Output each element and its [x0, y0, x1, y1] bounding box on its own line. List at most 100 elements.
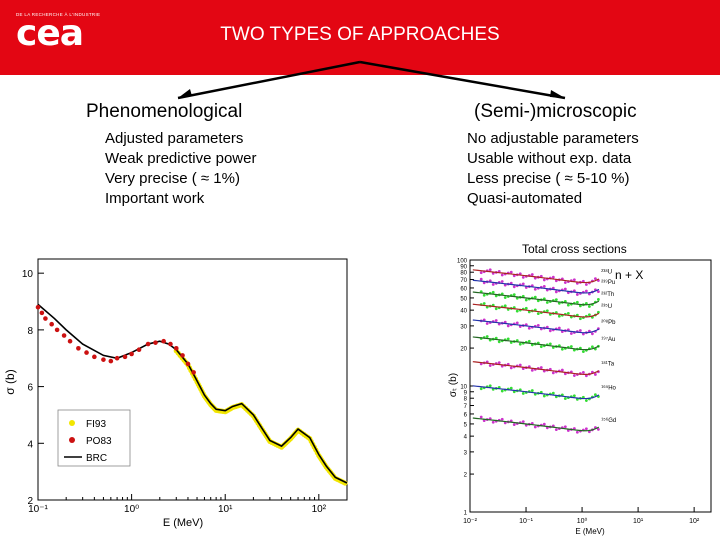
data-point — [497, 361, 501, 364]
data-point — [593, 277, 597, 281]
series-line — [472, 336, 600, 351]
branch-arrows — [177, 60, 566, 100]
right-arrowhead — [550, 90, 565, 98]
data-point — [593, 393, 597, 397]
data-point — [548, 342, 552, 346]
y-tick-label: 10 — [460, 385, 467, 391]
chart-caption: Total cross sections — [522, 242, 627, 256]
chart2-title: n + X — [615, 268, 643, 282]
data-point — [509, 366, 513, 370]
data-point — [587, 305, 591, 308]
left-arrow-line — [177, 60, 361, 100]
data-point — [545, 301, 549, 304]
po83-point — [43, 316, 48, 321]
data-point — [581, 371, 585, 374]
data-point — [542, 422, 546, 426]
data-point — [548, 329, 552, 333]
data-point — [575, 300, 579, 304]
chart1-legend: FI93 PO83 BRC — [57, 409, 131, 467]
po83-point — [173, 346, 179, 351]
list-item: Less precise ( ≈ 5-10 %) — [467, 170, 630, 187]
po83-point — [67, 338, 73, 344]
data-point — [533, 425, 537, 429]
data-point — [569, 345, 573, 348]
data-point — [539, 366, 543, 369]
x-tick-label: 10¹ — [218, 504, 233, 515]
po83-point — [185, 361, 191, 367]
po83-point — [161, 338, 166, 344]
data-point — [500, 389, 504, 393]
data-point — [590, 332, 594, 336]
x-tick-label: 10¹ — [633, 518, 644, 525]
data-point — [587, 313, 591, 317]
y-tick-label: 90 — [460, 264, 467, 270]
data-point — [596, 310, 600, 314]
po83-point — [84, 350, 89, 355]
data-point — [488, 364, 492, 367]
po83-point — [180, 353, 185, 358]
x-tick-label: 10² — [312, 504, 327, 515]
series-label: ¹⁸¹Ta — [601, 360, 615, 367]
series-line — [472, 417, 600, 432]
po83-point — [76, 346, 81, 351]
y-tick-label: 70 — [460, 278, 467, 284]
data-point — [536, 312, 540, 316]
data-point — [584, 289, 588, 293]
y-tick-label: 6 — [27, 383, 33, 394]
y-tick-label: 10 — [22, 269, 34, 280]
x-tick-label: 10² — [689, 518, 700, 525]
data-point — [557, 314, 561, 318]
chart2-series: ²³⁸U ²³⁹Pu ²³²Th ²³⁵U ²⁰⁸Pb ¹⁹⁷Au ¹⁸¹Ta ¹⁶⁵Ho ¹⁵… — [472, 268, 617, 434]
chart2-ylabel: σₜ (b) — [448, 373, 459, 397]
data-point — [572, 374, 576, 377]
data-point — [551, 391, 555, 395]
chart1-series — [35, 303, 348, 486]
data-point — [530, 368, 534, 372]
data-point — [512, 423, 516, 426]
data-point — [566, 311, 570, 315]
series-line — [472, 303, 600, 318]
po83-point — [191, 370, 196, 375]
series-label: ²⁰⁸Pb — [601, 319, 616, 326]
data-point — [536, 324, 540, 327]
data-point — [494, 319, 498, 322]
data-point — [506, 324, 510, 328]
chart2-xlabel: E (MeV) — [575, 527, 605, 536]
data-point — [524, 306, 528, 310]
data-point — [503, 304, 507, 308]
x-tick-label: 10⁰ — [577, 517, 588, 525]
microscopic-title: (Semi-)microscopic — [474, 101, 637, 122]
data-point — [515, 321, 519, 325]
data-point — [566, 303, 570, 307]
data-point — [518, 342, 522, 346]
data-point — [542, 278, 546, 282]
data-point — [596, 290, 600, 294]
po83-point — [136, 347, 142, 353]
series-label: ²³⁹Pu — [601, 279, 615, 286]
data-point — [488, 384, 492, 388]
data-point — [593, 373, 597, 376]
data-point — [521, 276, 525, 279]
series-label: ²³⁸U — [601, 269, 612, 276]
x-tick-label: 10⁰ — [124, 504, 139, 515]
data-point — [584, 399, 588, 402]
cea-logo: DE LA RECHERCHE À L'INDUSTRIE cea — [16, 12, 100, 52]
legend-marker-po83 — [69, 437, 75, 443]
data-point — [479, 277, 483, 281]
data-point — [488, 268, 492, 272]
data-point — [527, 339, 531, 343]
po83-point — [49, 321, 54, 327]
data-point — [485, 322, 489, 325]
chart1-ticks: 10⁻¹ 10⁰ 10¹ 10² 2 4 6 8 10 — [22, 269, 348, 515]
brc-line — [37, 303, 348, 484]
data-point — [554, 298, 558, 302]
series-line — [472, 291, 600, 306]
chart1-ylabel: σ (b) — [3, 369, 17, 394]
data-point — [500, 280, 504, 283]
x-tick-label: 10⁻² — [463, 518, 477, 525]
phenomenological-list: Adjusted parameters Weak predictive powe… — [105, 129, 256, 209]
data-point — [479, 387, 483, 391]
series-label: ²³⁵U — [601, 303, 612, 310]
data-point — [497, 340, 501, 344]
